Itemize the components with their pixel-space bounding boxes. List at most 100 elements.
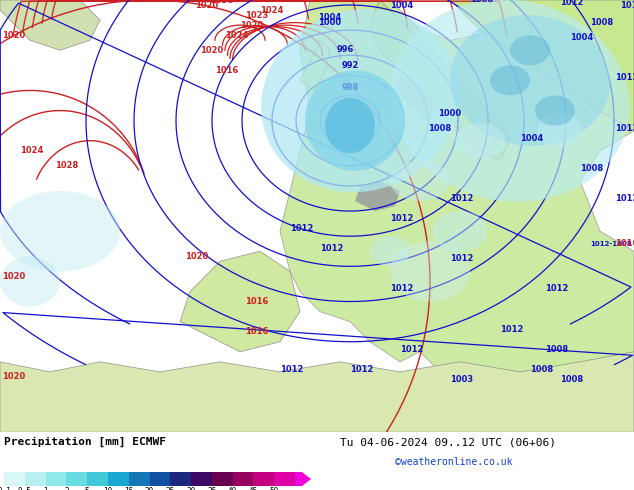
Text: 1003: 1003	[450, 375, 473, 384]
Text: 1020: 1020	[185, 252, 208, 261]
Bar	[46, 472, 67, 486]
Ellipse shape	[432, 211, 488, 251]
Text: 0.5: 0.5	[18, 487, 32, 490]
Text: 1016: 1016	[245, 297, 268, 306]
Ellipse shape	[538, 113, 583, 148]
Text: 1012: 1012	[545, 285, 568, 294]
Text: 992: 992	[341, 61, 359, 71]
Text: 1012: 1012	[615, 74, 634, 82]
Text: 1012: 1012	[350, 365, 373, 374]
Text: 50: 50	[269, 487, 279, 490]
Polygon shape	[180, 251, 300, 352]
Text: 15: 15	[124, 487, 133, 490]
Ellipse shape	[325, 98, 375, 153]
Bar	[4, 472, 25, 486]
Polygon shape	[355, 181, 400, 211]
Text: 1012: 1012	[560, 0, 583, 7]
Text: 1024: 1024	[260, 5, 283, 15]
Text: 1008: 1008	[590, 18, 613, 27]
Text: 1012: 1012	[450, 194, 474, 203]
Text: 1012: 1012	[320, 245, 344, 253]
Ellipse shape	[0, 256, 60, 307]
Bar	[129, 472, 150, 486]
Ellipse shape	[535, 96, 575, 125]
Bar	[150, 472, 171, 486]
Text: 1008: 1008	[429, 123, 451, 133]
Bar	[67, 472, 87, 486]
Text: 1: 1	[43, 487, 48, 490]
Text: 1012: 1012	[390, 285, 413, 294]
Text: 1016: 1016	[215, 66, 238, 75]
Text: 30: 30	[186, 487, 196, 490]
Text: 5: 5	[85, 487, 89, 490]
Bar	[233, 472, 254, 486]
Text: 1024: 1024	[20, 146, 43, 155]
Text: 1012: 1012	[290, 224, 313, 233]
Text: 0.1: 0.1	[0, 487, 11, 490]
Text: 1012: 1012	[450, 254, 474, 263]
Polygon shape	[280, 0, 634, 432]
Bar	[87, 472, 108, 486]
Text: 1020: 1020	[240, 21, 263, 29]
Text: 1004: 1004	[520, 134, 543, 143]
Ellipse shape	[510, 35, 550, 65]
Ellipse shape	[370, 236, 410, 267]
Text: 1012-1008: 1012-1008	[590, 241, 631, 247]
Polygon shape	[450, 0, 634, 131]
Ellipse shape	[305, 71, 405, 171]
Text: 2: 2	[64, 487, 68, 490]
Ellipse shape	[450, 15, 610, 146]
Polygon shape	[0, 352, 634, 432]
Bar	[275, 472, 295, 486]
Text: 1004: 1004	[390, 1, 413, 10]
Text: 1016: 1016	[615, 239, 634, 248]
Text: 1000: 1000	[318, 18, 342, 27]
Text: 1008: 1008	[560, 375, 583, 384]
Text: Precipitation [mm] ECMWF: Precipitation [mm] ECMWF	[4, 437, 166, 447]
Text: 1012: 1012	[400, 345, 424, 354]
Text: 1020: 1020	[200, 46, 223, 55]
Ellipse shape	[490, 65, 530, 96]
Ellipse shape	[390, 161, 450, 201]
Text: 1012: 1012	[615, 123, 634, 133]
Bar	[254, 472, 275, 486]
Text: 20: 20	[145, 487, 154, 490]
Polygon shape	[395, 75, 435, 121]
Text: 1012: 1012	[615, 194, 634, 203]
Ellipse shape	[391, 0, 630, 202]
Text: 1012: 1012	[280, 365, 304, 374]
Bar	[171, 472, 191, 486]
Ellipse shape	[0, 191, 120, 271]
Text: 1008: 1008	[530, 365, 553, 374]
Bar	[191, 472, 212, 486]
Text: 40: 40	[228, 487, 237, 490]
Text: 1008: 1008	[470, 0, 493, 4]
Text: 1020: 1020	[2, 31, 25, 40]
Text: 1016: 1016	[245, 327, 268, 336]
Text: 35: 35	[207, 487, 216, 490]
Text: ©weatheronline.co.uk: ©weatheronline.co.uk	[395, 457, 512, 467]
Polygon shape	[0, 0, 100, 50]
Text: 1036: 1036	[210, 0, 233, 4]
Text: 45: 45	[249, 487, 258, 490]
Text: 1012: 1012	[500, 325, 524, 334]
Text: 25: 25	[165, 487, 175, 490]
Text: 1008: 1008	[580, 164, 603, 173]
Polygon shape	[300, 40, 330, 91]
Text: Tu 04-06-2024 09..12 UTC (06+06): Tu 04-06-2024 09..12 UTC (06+06)	[340, 437, 556, 447]
Ellipse shape	[455, 123, 505, 158]
Text: 1023: 1023	[245, 11, 268, 20]
Text: 10: 10	[103, 487, 113, 490]
Text: 1012: 1012	[620, 1, 634, 10]
Bar	[212, 472, 233, 486]
Text: 1020: 1020	[2, 372, 25, 381]
Text: 1008: 1008	[498, 0, 522, 2]
Text: 1004: 1004	[318, 13, 342, 22]
Text: 1004: 1004	[308, 0, 332, 2]
Bar	[108, 472, 129, 486]
Text: 1000: 1000	[439, 109, 462, 118]
Polygon shape	[370, 0, 510, 161]
Text: 1020: 1020	[2, 272, 25, 281]
Text: 1004: 1004	[570, 33, 593, 42]
Text: 1012: 1012	[390, 214, 413, 223]
